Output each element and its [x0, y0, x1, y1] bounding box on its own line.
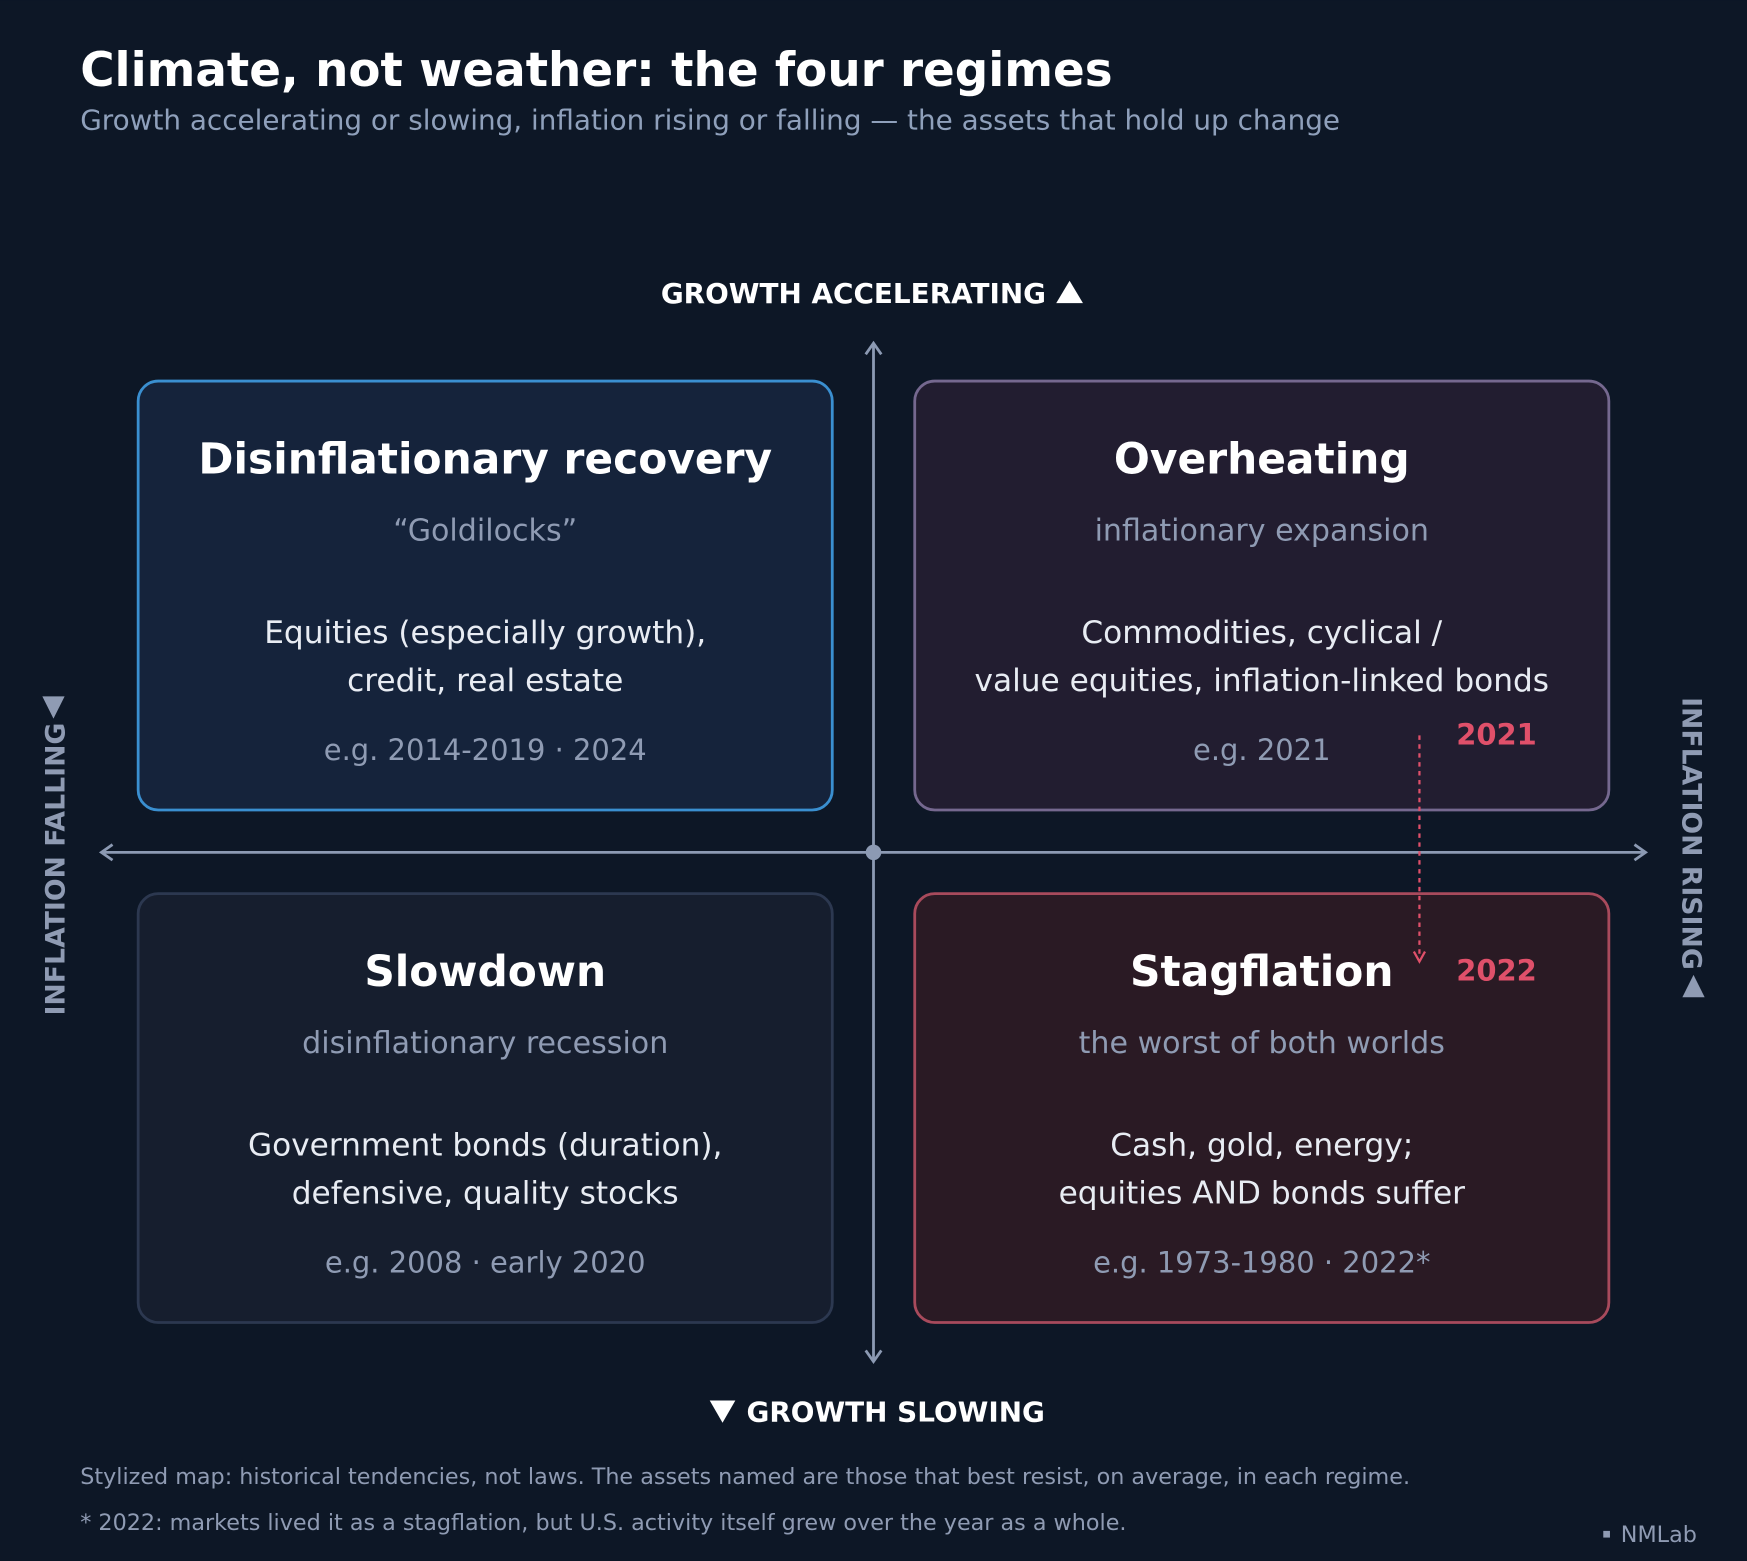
quadrant-assets: Government bonds (duration),: [248, 1127, 723, 1163]
footnote: * 2022: markets lived it as a stagflatio…: [80, 1510, 1126, 1536]
triangle: [1682, 974, 1705, 998]
quadrant-box: [136, 892, 834, 1324]
quadrant-assets: Commodities, cyclical /: [1081, 615, 1442, 651]
quadrant-assets: value equities, inflation-linked bonds: [975, 663, 1550, 699]
brand-mark: [1603, 1530, 1610, 1538]
origin-dot: [865, 844, 882, 861]
quadrant-examples: e.g. 2021: [1193, 733, 1331, 767]
subtitle: Growth accelerating or slowing, inflatio…: [80, 103, 1340, 136]
quadrant-assets: Cash, gold, energy;: [1110, 1127, 1413, 1163]
axis-label-right: INFLATION RISING: [1675, 697, 1706, 970]
annotation-from: 2021: [1456, 717, 1537, 751]
quadrant-subtitle: disinflationary recession: [302, 1026, 668, 1061]
annotation-to: 2022: [1456, 953, 1537, 987]
quadrant-examples: e.g. 2008 · early 2020: [325, 1245, 646, 1279]
quadrant-assets: Equities (especially growth),: [264, 615, 706, 651]
quadrant-subtitle: inflationary expansion: [1095, 513, 1429, 548]
quadrant-title: Overheating: [1114, 435, 1410, 484]
arrow: [1412, 950, 1426, 964]
footnote: Stylized map: historical tendencies, not…: [80, 1464, 1410, 1490]
quadrant-assets: equities AND bonds suffer: [1059, 1175, 1466, 1211]
quadrant-title: Disinflationary recovery: [198, 435, 772, 484]
arrow: [864, 1349, 883, 1364]
quadrant-examples: e.g. 1973-1980 · 2022*: [1093, 1245, 1430, 1279]
triangle: [42, 696, 65, 719]
axis-label-top: GROWTH ACCELERATING: [661, 277, 1046, 310]
brand: NMLab: [1621, 1522, 1697, 1548]
quadrant-subtitle: the worst of both worlds: [1079, 1026, 1445, 1061]
quadrant-title: Stagflation: [1130, 947, 1393, 996]
arrow: [864, 340, 883, 356]
title: Climate, not weather: the four regimes: [80, 44, 1112, 98]
triangle: [1056, 280, 1083, 304]
triangle: [709, 1400, 736, 1423]
quadrant-title: Slowdown: [364, 947, 606, 996]
quadrant-assets: credit, real estate: [347, 663, 623, 699]
axis-label-bottom: GROWTH SLOWING: [746, 1396, 1044, 1429]
quadrant-examples: e.g. 2014-2019 · 2024: [324, 733, 647, 767]
quadrants: Disinflationary recovery “Goldilocks” Equi…: [136, 379, 1611, 1324]
arrow: [98, 843, 114, 862]
arrow: [1633, 843, 1649, 862]
axis-label-left: INFLATION FALLING: [41, 723, 72, 1016]
quadrant-subtitle: “Goldilocks”: [393, 513, 577, 548]
quadrant-box: [913, 892, 1611, 1324]
quadrant-box: [913, 379, 1611, 812]
quadrant-assets: defensive, quality stocks: [292, 1175, 679, 1211]
quadrant-box: [136, 379, 834, 812]
